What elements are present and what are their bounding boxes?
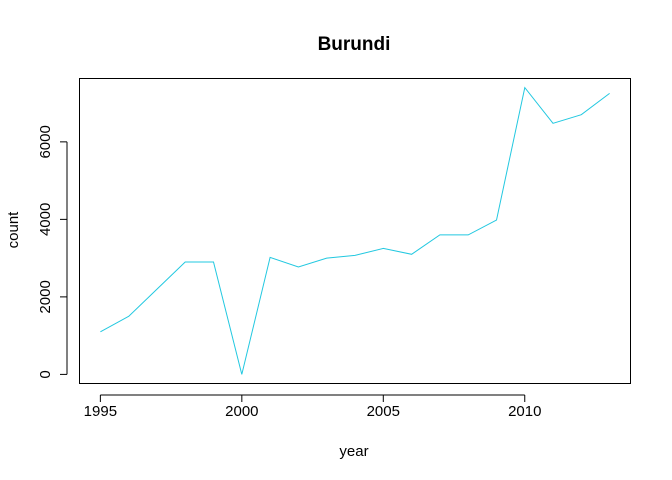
series-line [100, 86, 610, 375]
y-tick-label: 0 [37, 370, 54, 378]
y-tick-label: 6000 [37, 125, 54, 158]
y-tick-label: 2000 [37, 280, 54, 313]
x-tick-label: 2005 [367, 403, 400, 420]
axes: 1995 2000 2005 2010 0 2000 4000 6000 [37, 125, 541, 420]
y-tick-label: 4000 [37, 203, 54, 236]
chart-title: Burundi [318, 34, 391, 55]
y-axis-label: count [5, 211, 22, 249]
x-tick-label: 2010 [508, 403, 541, 420]
x-axis-label: year [339, 443, 368, 460]
plot-area-frame [79, 78, 631, 384]
x-tick-label: 1995 [84, 403, 117, 420]
series-layer [100, 86, 610, 375]
x-tick-label: 2000 [225, 403, 258, 420]
